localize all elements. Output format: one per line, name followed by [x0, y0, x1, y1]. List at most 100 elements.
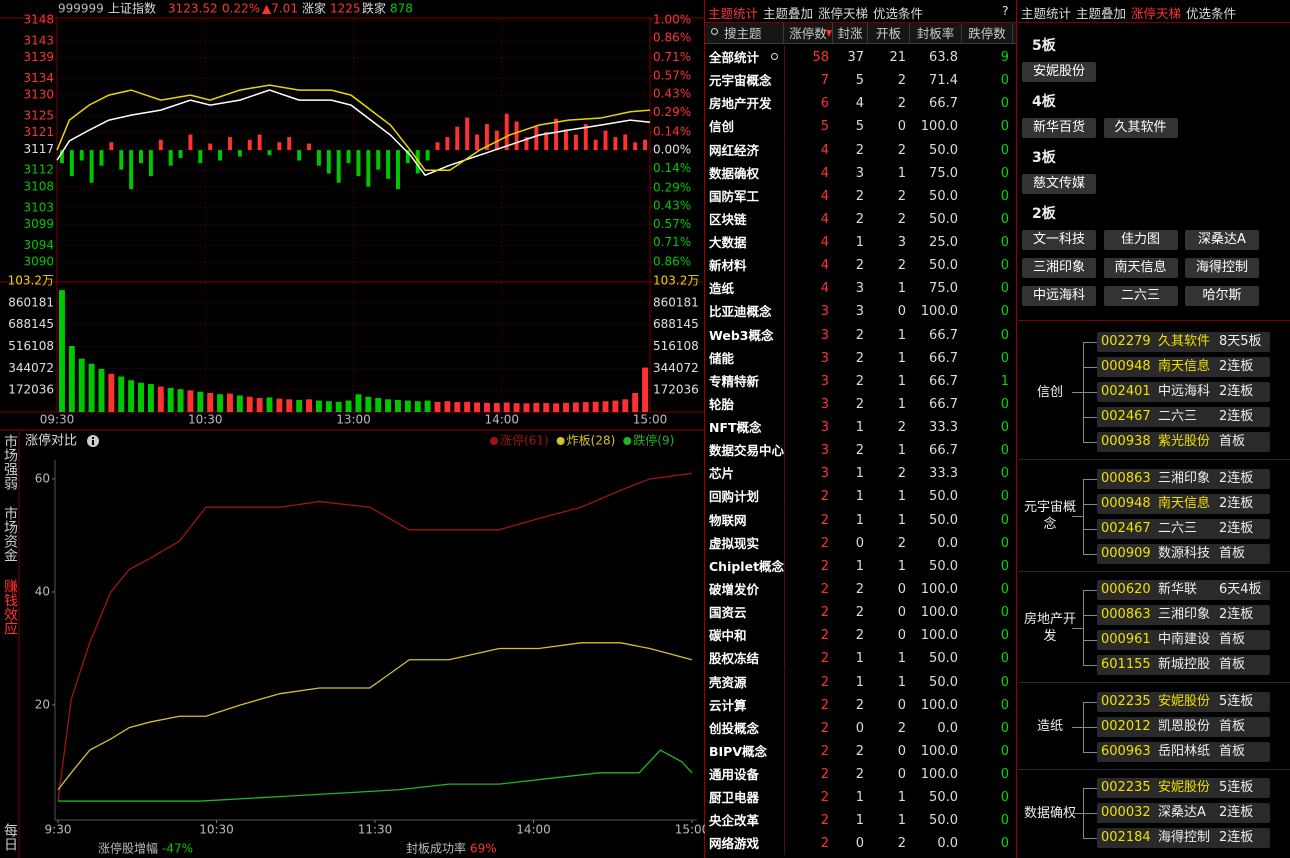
side-tab[interactable]: 市场资金: [2, 506, 18, 562]
tab[interactable]: 主题统计: [1021, 6, 1072, 21]
column-header[interactable]: 跌停数: [962, 23, 1013, 44]
table-row[interactable]: 网络游戏 2 0 2 0.0 0: [705, 832, 1016, 856]
table-row[interactable]: 厨卫电器 2 1 1 50.0 0: [705, 786, 1016, 810]
theme-name: 专精特新: [709, 373, 760, 389]
table-row[interactable]: 国资云 2 2 0 100.0 0: [705, 601, 1016, 625]
tab[interactable]: ?: [1002, 3, 1009, 18]
table-row[interactable]: 比亚迪概念 3 3 0 100.0 0: [705, 300, 1016, 324]
table-row[interactable]: 轮胎 3 2 1 66.7 0: [705, 392, 1016, 416]
stock-button[interactable]: 安妮股份: [1022, 62, 1096, 82]
stock-row[interactable]: 002235 安妮股份 5连板: [1097, 778, 1270, 798]
table-row[interactable]: Chiplet概念 2 1 1 50.0 0: [705, 554, 1016, 578]
stat-cell: 2: [855, 373, 864, 389]
stock-button[interactable]: 文一科技: [1022, 230, 1096, 250]
side-tab[interactable]: 市场强弱: [2, 434, 18, 490]
tab[interactable]: 涨停天梯: [1131, 6, 1182, 21]
stock-button[interactable]: 三湘印象: [1022, 258, 1096, 278]
stock-row[interactable]: 002279 久其软件 8天5板: [1097, 332, 1270, 352]
stock-button[interactable]: 深桑达A: [1185, 230, 1259, 250]
stock-row[interactable]: 002467 二六三 2连板: [1097, 407, 1270, 427]
x-tick-label: 10:30: [188, 413, 223, 427]
column-header[interactable]: 封板率: [910, 23, 962, 44]
stock-row[interactable]: 002012 凯恩股份 首板: [1097, 716, 1270, 737]
tab[interactable]: 主题叠加: [763, 6, 814, 21]
side-tab[interactable]: 每日: [2, 823, 18, 851]
column-header[interactable]: 开板: [868, 23, 910, 44]
tab[interactable]: 涨停天梯: [818, 6, 869, 21]
stock-row[interactable]: 000032 深桑达A 2连板: [1097, 803, 1270, 823]
table-row[interactable]: 房地产开发 6 4 2 66.7 0: [705, 92, 1016, 116]
table-row[interactable]: 通用设备 2 2 0 100.0 0: [705, 763, 1016, 787]
table-row[interactable]: 区块链 4 2 2 50.0 0: [705, 207, 1016, 231]
table-row[interactable]: NFT概念 3 1 2 33.3 0: [705, 416, 1016, 440]
stock-button[interactable]: 海得控制: [1185, 258, 1259, 278]
table-row[interactable]: 信创 5 5 0 100.0 0: [705, 115, 1016, 139]
side-tab[interactable]: 赚钱效应: [2, 579, 18, 635]
table-row[interactable]: 数据交易中心 3 2 1 66.7 0: [705, 439, 1016, 463]
stock-row[interactable]: 000620 新华联 6天4板: [1097, 580, 1270, 600]
table-row[interactable]: 股权冻结 2 1 1 50.0 0: [705, 647, 1016, 671]
table-row[interactable]: 创投概念 2 0 2 0.0 0: [705, 716, 1016, 740]
stock-button[interactable]: 新华百货: [1022, 118, 1096, 138]
table-row[interactable]: 数据确权 4 3 1 75.0 0: [705, 161, 1016, 185]
breadth-bar: [415, 150, 420, 174]
table-row[interactable]: 碳中和 2 2 0 100.0 0: [705, 624, 1016, 648]
connector: [1072, 726, 1083, 728]
table-row[interactable]: 全部统计 58 37 21 63.8 9: [705, 46, 1016, 69]
volume-bar: [167, 387, 174, 412]
table-row[interactable]: 央企改革 2 1 1 50.0 0: [705, 809, 1016, 833]
stock-row[interactable]: 601155 新城控股 首板: [1097, 655, 1270, 675]
stock-button[interactable]: 慈文传媒: [1022, 174, 1096, 194]
stat-cell: 9: [1000, 50, 1009, 65]
stock-row[interactable]: 000938 紫光股份 首板: [1097, 432, 1270, 452]
stock-row[interactable]: 000909 数源科技 首板: [1097, 543, 1270, 564]
stat-cell: 66.7: [929, 350, 958, 366]
stock-button[interactable]: 中远海科: [1022, 286, 1096, 306]
table-row[interactable]: 云计算 2 2 0 100.0 0: [705, 693, 1016, 717]
stock-row[interactable]: 000961 中南建设 首板: [1097, 630, 1270, 650]
table-row[interactable]: 虚拟现实 2 0 2 0.0 0: [705, 531, 1016, 555]
table-row[interactable]: 壳资源 2 1 1 50.0 0: [705, 670, 1016, 694]
stock-row[interactable]: 000863 三湘印象 2连板: [1097, 468, 1270, 489]
column-header[interactable]: 涨停数: [784, 23, 833, 44]
table-row[interactable]: 国防军工 4 2 2 50.0 0: [705, 184, 1016, 208]
stock-button[interactable]: 南天信息: [1103, 258, 1178, 278]
table-row[interactable]: 专精特新 3 2 1 66.7 1: [705, 369, 1016, 393]
table-row[interactable]: Web3概念 3 2 1 66.7 0: [705, 323, 1016, 347]
stock-row[interactable]: 002401 中远海科 2连板: [1097, 382, 1270, 402]
stock-button[interactable]: 哈尔斯: [1185, 286, 1259, 306]
stock-button[interactable]: 佳力图: [1103, 230, 1178, 250]
stock-button[interactable]: 久其软件: [1103, 118, 1178, 138]
table-row[interactable]: 芯片 3 1 2 33.3 0: [705, 462, 1016, 486]
stock-row[interactable]: 000863 三湘印象 2连板: [1097, 605, 1270, 625]
table-row[interactable]: 新材料 4 2 2 50.0 0: [705, 254, 1016, 278]
stat-cell: 1: [855, 813, 864, 829]
table-row[interactable]: 回购计划 2 1 1 50.0 0: [705, 485, 1016, 509]
table-row[interactable]: 大数据 4 1 3 25.0 0: [705, 231, 1016, 255]
table-row[interactable]: 网红经济 4 2 2 50.0 0: [705, 138, 1016, 162]
stock-row[interactable]: 002235 安妮股份 5连板: [1097, 691, 1270, 712]
table-row[interactable]: 储能 3 2 1 66.7 0: [705, 346, 1016, 370]
tab[interactable]: 优选条件: [1186, 6, 1237, 21]
tab[interactable]: 主题叠加: [1076, 6, 1127, 21]
table-row[interactable]: 造纸 4 3 1 75.0 0: [705, 277, 1016, 301]
table-row[interactable]: 元宇宙概念 7 5 2 71.4 0: [705, 69, 1016, 93]
stat-cell: 2: [855, 605, 864, 621]
column-header[interactable]: 搜主题: [708, 23, 784, 44]
breadth-bar: [89, 150, 94, 183]
stock-row[interactable]: 000948 南天信息 2连板: [1097, 357, 1270, 377]
tab[interactable]: 主题统计: [708, 6, 759, 21]
table-row[interactable]: BIPV概念 2 2 0 100.0 0: [705, 739, 1016, 763]
stock-row[interactable]: 000948 南天信息 2连板: [1097, 493, 1270, 514]
stock-button[interactable]: 二六三: [1103, 286, 1178, 306]
tab[interactable]: 优选条件: [873, 6, 924, 21]
table-row[interactable]: 破增发价 2 2 0 100.0 0: [705, 577, 1016, 601]
table-row[interactable]: 物联网 2 1 1 50.0 0: [705, 508, 1016, 532]
stock-row[interactable]: 002184 海得控制 2连板: [1097, 828, 1270, 848]
stock-code: 000863: [1101, 470, 1151, 486]
stock-row[interactable]: 600963 岳阳林纸 首板: [1097, 741, 1270, 762]
column-header[interactable]: 封涨: [833, 23, 868, 44]
stock-tag: 2连板: [1219, 359, 1254, 374]
volume-bar: [315, 400, 322, 412]
stock-row[interactable]: 002467 二六三 2连板: [1097, 518, 1270, 539]
